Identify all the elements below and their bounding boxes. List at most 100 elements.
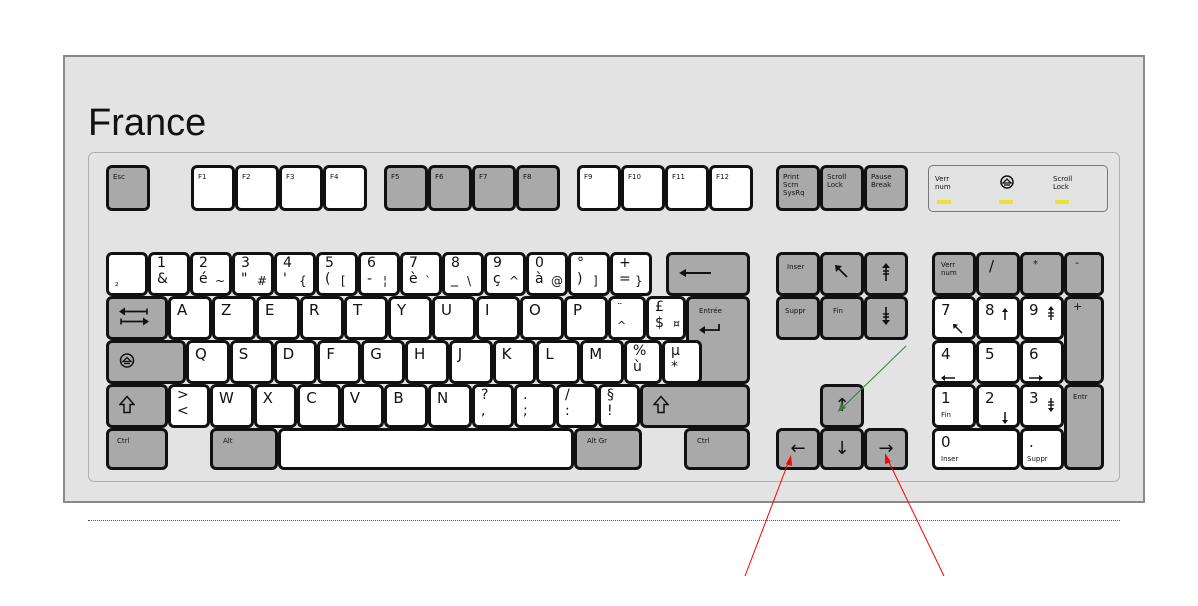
key-b[interactable]: B bbox=[384, 384, 428, 428]
key-f3[interactable]: F3 bbox=[279, 165, 323, 211]
key-caps-lock[interactable] bbox=[106, 340, 186, 384]
key-scroll-lock[interactable]: Scroll Lock bbox=[820, 165, 864, 211]
key-e[interactable]: E bbox=[256, 296, 300, 340]
key-j[interactable]: J bbox=[448, 340, 493, 384]
key-h[interactable]: H bbox=[405, 340, 449, 384]
key-delete[interactable]: Suppr bbox=[776, 296, 820, 340]
key-f[interactable]: F bbox=[317, 340, 362, 384]
key-z[interactable]: Z bbox=[212, 296, 256, 340]
key-home[interactable] bbox=[820, 252, 864, 296]
key-mu[interactable]: µ * bbox=[662, 340, 702, 384]
key-t[interactable]: T bbox=[344, 296, 388, 340]
key-o[interactable]: O bbox=[520, 296, 564, 340]
key-6[interactable]: 6- ¦ bbox=[358, 252, 400, 296]
key-f8[interactable]: F8 bbox=[516, 165, 560, 211]
key-f6[interactable]: F6 bbox=[428, 165, 472, 211]
key-alt-gr[interactable]: Alt Gr bbox=[574, 428, 642, 470]
key-end[interactable]: Fin bbox=[820, 296, 864, 340]
key-right-ctrl[interactable]: Ctrl bbox=[684, 428, 750, 470]
key-numpad-divide[interactable]: / bbox=[976, 252, 1020, 296]
key-page-up[interactable] bbox=[864, 252, 908, 296]
key-f10[interactable]: F10 bbox=[621, 165, 665, 211]
key-x[interactable]: X bbox=[253, 384, 298, 428]
key-w[interactable]: W bbox=[210, 384, 254, 428]
key-sup2[interactable]: ² bbox=[106, 252, 148, 296]
key-insert[interactable]: Inser bbox=[776, 252, 820, 296]
key-l[interactable]: L bbox=[536, 340, 581, 384]
key-k[interactable]: K bbox=[492, 340, 537, 384]
key-alt[interactable]: Alt bbox=[210, 428, 278, 470]
key-s[interactable]: S bbox=[229, 340, 274, 384]
key-f12[interactable]: F12 bbox=[709, 165, 753, 211]
key-numpad-enter[interactable]: Entr bbox=[1064, 384, 1104, 470]
key-numpad-minus[interactable]: - bbox=[1064, 252, 1104, 296]
key-less-than[interactable]: > < bbox=[168, 384, 210, 428]
key-numpad-plus[interactable]: + bbox=[1064, 296, 1104, 384]
key-9[interactable]: 9 ç ^ bbox=[484, 252, 526, 296]
key-numpad-9[interactable]: 9 bbox=[1020, 296, 1064, 340]
key-numpad-4[interactable]: 4 bbox=[932, 340, 976, 384]
key-8[interactable]: 8 _ \ bbox=[442, 252, 484, 296]
key-q[interactable]: Q bbox=[186, 340, 230, 384]
key-backspace[interactable] bbox=[666, 252, 750, 296]
key-numpad-5[interactable]: 5 bbox=[976, 340, 1020, 384]
key-f5[interactable]: F5 bbox=[384, 165, 428, 211]
key-space[interactable] bbox=[278, 428, 574, 470]
key-percent[interactable]: % ù bbox=[624, 340, 662, 384]
key-numpad-6[interactable]: 6 bbox=[1020, 340, 1064, 384]
key-numpad-multiply[interactable]: * bbox=[1020, 252, 1064, 296]
key-5[interactable]: 5([ bbox=[316, 252, 358, 296]
key-m[interactable]: M bbox=[580, 340, 624, 384]
key-dollar[interactable]: £ $ ¤ bbox=[646, 296, 686, 340]
key-num-lock[interactable]: Verr num bbox=[932, 252, 976, 296]
key-f11[interactable]: F11 bbox=[665, 165, 709, 211]
key-7[interactable]: 7 è ` bbox=[400, 252, 442, 296]
key-exclamation[interactable]: §! bbox=[598, 384, 640, 428]
key-i[interactable]: I bbox=[476, 296, 520, 340]
key-pause[interactable]: Pause Break bbox=[864, 165, 908, 211]
key-circumflex[interactable]: ¨ ^ bbox=[608, 296, 646, 340]
key-arrow-down[interactable]: ↓ bbox=[820, 428, 864, 470]
key-right-shift[interactable] bbox=[640, 384, 750, 428]
key-deg[interactable]: °)] bbox=[568, 252, 610, 296]
key-numpad-1[interactable]: 1 Fin bbox=[932, 384, 976, 428]
key-numpad-7[interactable]: 7 bbox=[932, 296, 976, 340]
key-numpad-8[interactable]: 8 bbox=[976, 296, 1020, 340]
key-a[interactable]: A bbox=[168, 296, 212, 340]
key-semicolon[interactable]: .; bbox=[514, 384, 556, 428]
key-esc[interactable]: Esc bbox=[106, 165, 150, 211]
key-3[interactable]: 3 " # bbox=[232, 252, 274, 296]
key-colon[interactable]: /: bbox=[556, 384, 598, 428]
key-u[interactable]: U bbox=[432, 296, 476, 340]
key-tab[interactable] bbox=[106, 296, 168, 340]
key-y[interactable]: Y bbox=[388, 296, 432, 340]
key-f7[interactable]: F7 bbox=[472, 165, 516, 211]
key-p[interactable]: P bbox=[564, 296, 608, 340]
key-f2[interactable]: F2 bbox=[235, 165, 279, 211]
key-1[interactable]: 1 & bbox=[148, 252, 190, 296]
key-plus[interactable]: + =} bbox=[610, 252, 652, 296]
key-n[interactable]: N bbox=[428, 384, 472, 428]
key-numpad-0[interactable]: 0 Inser bbox=[932, 428, 1020, 470]
key-numpad-2[interactable]: 2 bbox=[976, 384, 1020, 428]
key-r[interactable]: R bbox=[300, 296, 344, 340]
key-v[interactable]: V bbox=[340, 384, 385, 428]
key-arrow-right[interactable]: → bbox=[864, 428, 908, 470]
key-arrow-up[interactable]: ↑ bbox=[820, 384, 864, 428]
key-d[interactable]: D bbox=[273, 340, 318, 384]
key-4[interactable]: 4 ' { bbox=[274, 252, 316, 296]
key-f4[interactable]: F4 bbox=[323, 165, 367, 211]
key-0[interactable]: 0 à @ bbox=[526, 252, 568, 296]
key-f9[interactable]: F9 bbox=[577, 165, 621, 211]
key-page-down[interactable] bbox=[864, 296, 908, 340]
key-print-screen[interactable]: Print Scrn SysRq bbox=[776, 165, 820, 211]
key-g[interactable]: G bbox=[361, 340, 405, 384]
key-c[interactable]: C bbox=[297, 384, 341, 428]
key-left-shift[interactable] bbox=[106, 384, 168, 428]
key-f1[interactable]: F1 bbox=[191, 165, 235, 211]
key-numpad-decimal[interactable]: . Suppr bbox=[1020, 428, 1064, 470]
key-2[interactable]: 2 é ~ bbox=[190, 252, 232, 296]
key-numpad-3[interactable]: 3 bbox=[1020, 384, 1064, 428]
key-left-ctrl[interactable]: Ctrl bbox=[106, 428, 168, 470]
key-question[interactable]: ?, bbox=[472, 384, 514, 428]
